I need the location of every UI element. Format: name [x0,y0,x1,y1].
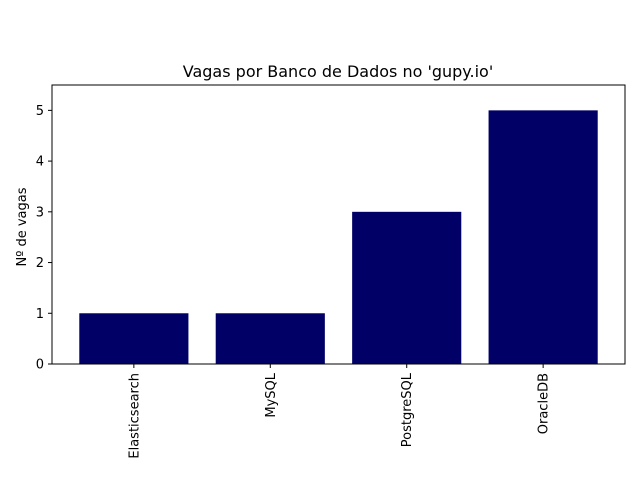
x-tick-label-oracledb: OracleDB [537,373,552,434]
y-tick-label: 4 [36,155,44,170]
y-axis-label: Nº de vagas [15,187,30,266]
bar-elasticsearch [79,313,189,364]
y-tick-label: 5 [36,104,44,119]
plot-area-frame [51,84,626,365]
bars-group [79,110,598,364]
y-tick-label: 0 [36,358,44,373]
chart-title: Vagas por Banco de Dados no 'gupy.io' [183,62,493,81]
x-tick-label-mysql: MySQL [264,372,279,417]
x-tick-label-postgresql: PostgreSQL [400,372,415,447]
bar-mysql [215,313,325,364]
y-axis-ticks: 0 1 2 3 4 5 [36,104,52,373]
x-tick-label-elasticsearch: Elasticsearch [127,373,142,459]
bar-oracledb [488,110,598,364]
y-tick-label: 2 [36,256,44,271]
y-tick-label: 1 [36,307,44,322]
y-tick-label: 3 [36,205,44,220]
x-axis-ticks: Elasticsearch MySQL PostgreSQL OracleDB [127,364,552,459]
bar-postgresql [352,211,462,364]
